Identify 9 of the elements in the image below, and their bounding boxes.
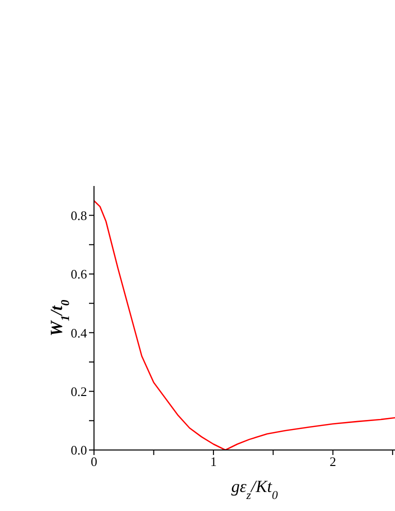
x-tick-label: 1 — [210, 454, 217, 470]
text: 0.0 — [70, 442, 87, 458]
y-tick-label: 0.8 — [70, 208, 87, 223]
y-tick-label: 0.4 — [70, 325, 88, 340]
y-tick-label: 0.6 — [70, 266, 88, 282]
y-tick-label: 0.2 — [70, 384, 87, 399]
x-tick-label: 2 — [330, 454, 336, 470]
x-axis-title: gε$_{z}$/Kt$_{0}$ — [231, 477, 278, 502]
x-tick-label: 0 — [90, 454, 98, 470]
